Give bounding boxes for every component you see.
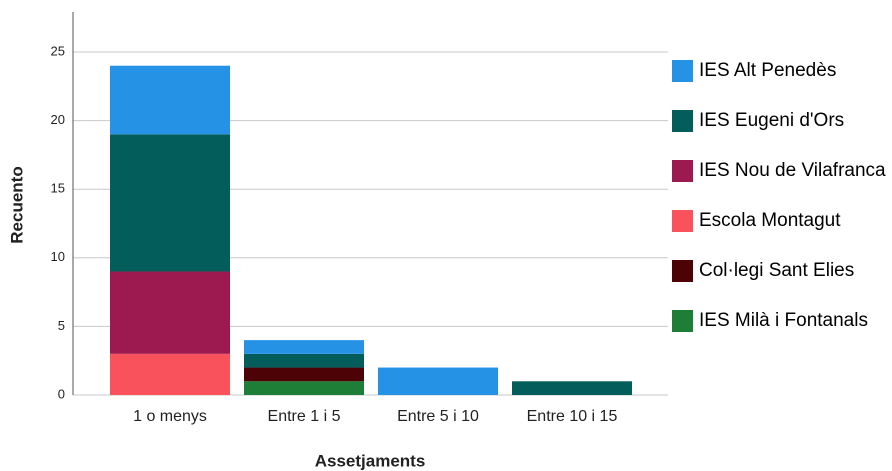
legend-swatch	[672, 210, 693, 232]
legend-label: Col·legi Sant Elies	[699, 260, 854, 281]
y-tick-label: 10	[51, 249, 65, 264]
legend-label: IES Alt Penedès	[699, 60, 836, 81]
legend-swatch	[672, 260, 693, 282]
legend-swatch	[672, 110, 693, 132]
bar-segment	[378, 367, 498, 395]
y-tick-label: 25	[51, 43, 65, 58]
bar-segment	[110, 65, 230, 135]
y-axis-title: Recuento	[7, 166, 26, 243]
y-tick-label: 15	[51, 181, 65, 196]
bar-segment	[110, 271, 230, 354]
x-tick-label: 1 o menys	[133, 408, 207, 425]
x-axis-title: Assetjaments	[315, 451, 426, 470]
x-tick-label: Entre 10 i 15	[527, 408, 618, 425]
bar-segment	[110, 134, 230, 272]
legend-label: IES Eugeni d'Ors	[699, 110, 844, 131]
legend-label: IES Nou de Vilafranca	[699, 160, 886, 181]
legend-label: IES Milà i Fontanals	[699, 310, 868, 331]
bar-segment	[110, 353, 230, 395]
x-tick-label: Entre 5 i 10	[397, 408, 479, 425]
bar-segment	[244, 381, 364, 395]
y-tick-label: 5	[58, 318, 65, 333]
bar-segment	[512, 381, 632, 395]
legend-swatch	[672, 60, 693, 82]
bar-segment	[244, 367, 364, 382]
legend-label: Escola Montagut	[699, 210, 841, 231]
legend-swatch	[672, 160, 693, 182]
x-tick-label: Entre 1 i 5	[268, 408, 341, 425]
y-tick-label: 0	[58, 386, 65, 401]
y-tick-label: 20	[51, 112, 65, 127]
legend-swatch	[672, 310, 693, 332]
bar-segment	[244, 353, 364, 368]
bar-segment	[244, 340, 364, 354]
